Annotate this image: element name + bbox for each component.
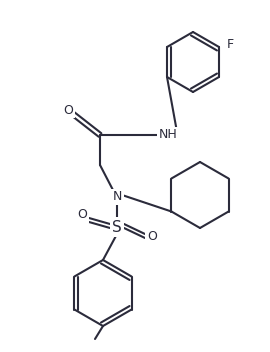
Text: O: O: [77, 208, 87, 221]
Text: S: S: [112, 220, 122, 234]
Text: N: N: [112, 190, 122, 203]
Text: O: O: [147, 231, 157, 244]
Text: F: F: [227, 38, 234, 50]
Text: O: O: [63, 103, 73, 117]
Text: NH: NH: [159, 128, 177, 142]
